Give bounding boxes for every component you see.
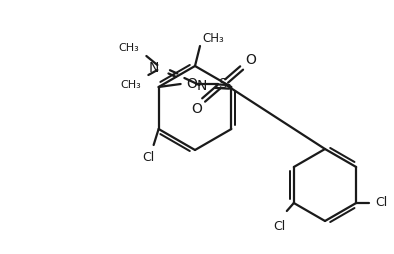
- Text: CH₃: CH₃: [121, 80, 141, 90]
- Text: Cl: Cl: [274, 220, 286, 233]
- Text: CH₃: CH₃: [119, 43, 139, 53]
- Text: N: N: [197, 79, 207, 93]
- Text: Cl: Cl: [143, 151, 155, 164]
- Text: O: O: [191, 102, 203, 116]
- Text: S: S: [218, 77, 227, 91]
- Text: O: O: [245, 53, 256, 67]
- Text: O: O: [187, 77, 197, 91]
- Text: Cl: Cl: [375, 197, 387, 210]
- Text: CH₃: CH₃: [202, 32, 224, 45]
- Text: N: N: [149, 61, 160, 75]
